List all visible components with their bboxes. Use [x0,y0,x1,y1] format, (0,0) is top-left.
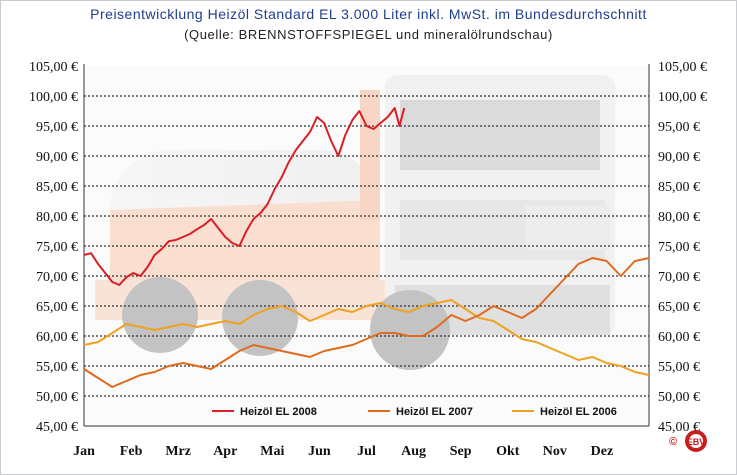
series-line [83,257,650,388]
y-tick-label-left: 80,00 € [36,210,78,225]
logo: © EBV [669,430,707,452]
y-tick-label-right: 60,00 € [658,330,700,345]
y-tick-label-right: 45,00 € [658,420,700,435]
y-tick-label-right: 70,00 € [658,270,700,285]
y-tick-label-left: 100,00 € [29,90,78,105]
legend-label: Heizöl EL 2008 [240,406,317,418]
y-tick-label-left: 55,00 € [36,360,78,375]
y-axis-right-labels: 105,00 € 100,00 € 95,00 € 90,00 € 85,00 € 80,… [658,60,707,435]
y-tick-label-right: 105,00 € [658,60,707,75]
x-tick-label: Aug [401,444,426,459]
y-tick-label-right: 50,00 € [658,390,700,405]
y-tick-label-left: 60,00 € [36,330,78,345]
y-tick-label-left: 65,00 € [36,300,78,315]
y-tick-label-right: 95,00 € [658,120,700,135]
y-tick-label-left: 105,00 € [29,60,78,75]
x-tick-label: Jun [308,444,331,459]
y-tick-label-left: 95,00 € [36,120,78,135]
x-axis-labels: Jan Feb Mrz Apr Mai Jun Jul Aug Sep Okt Nov Dez [73,444,613,459]
x-tick-label: Mai [260,444,284,459]
x-tick-label: Apr [213,444,237,459]
truck-background-image [84,66,649,430]
axes [83,64,650,427]
y-tick-label-right: 75,00 € [658,240,700,255]
y-tick-label-right: 55,00 € [658,360,700,375]
x-tick-label: Dez [591,444,614,459]
y-tick-label-left: 70,00 € [36,270,78,285]
chart-title: Preisentwicklung Heizöl Standard EL 3.00… [90,6,647,22]
y-tick-label-right: 85,00 € [658,180,700,195]
legend-label: Heizöl EL 2006 [540,406,617,418]
y-tick-label-left: 85,00 € [36,180,78,195]
y-tick-label-right: 100,00 € [658,90,707,105]
y-tick-label-left: 50,00 € [36,390,78,405]
y-tick-label-right: 90,00 € [658,150,700,165]
y-tick-label-left: 75,00 € [36,240,78,255]
y-axis-left-labels: 105,00 € 100,00 € 95,00 € 90,00 € 85,00 € 80,… [29,60,78,435]
x-tick-label: Jul [357,444,376,459]
x-tick-label: Okt [496,444,520,459]
y-tick-label-left: 90,00 € [36,150,78,165]
y-tick-label-left: 45,00 € [36,420,78,435]
x-tick-label: Mrz [165,444,191,459]
legend-label: Heizöl EL 2007 [396,406,473,418]
logo-text: EBV [687,437,706,447]
x-tick-label: Sep [450,444,472,459]
y-tick-label-right: 80,00 € [658,210,700,225]
series-lines [83,107,650,388]
legend: Heizöl EL 2008 Heizöl EL 2007 Heizöl EL 20… [212,406,617,418]
chart-subtitle: (Quelle: BRENNSTOFFSPIEGEL und mineralöl… [184,27,553,42]
x-tick-label: Feb [120,444,143,459]
x-tick-label: Nov [543,444,567,459]
x-tick-label: Jan [73,444,95,459]
y-tick-label-right: 65,00 € [658,300,700,315]
series-line [83,299,650,376]
series-line [83,107,406,286]
copyright-symbol: © [669,436,677,448]
